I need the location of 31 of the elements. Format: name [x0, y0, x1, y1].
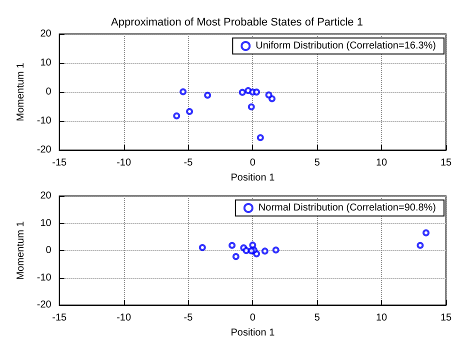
x-tick-label: -15 [52, 312, 68, 324]
x-tick-label: -5 [184, 158, 194, 169]
x-axis-title: Position 1 [230, 328, 276, 338]
y-tick-label: 20 [40, 28, 52, 40]
x-tick-label: -10 [116, 158, 132, 169]
legend-label: Uniform Distribution (Correlation=16.3%) [256, 40, 436, 52]
y-tick-label: 10 [40, 58, 52, 69]
x-tick-label: 5 [314, 158, 320, 169]
chart-title: Approximation of Most Probable States of Particle 1 [111, 16, 363, 28]
legend-label: Normal Distribution (Correlation=90.8%) [258, 202, 436, 214]
y-tick-label: -20 [36, 300, 52, 311]
y-tick-label: -10 [36, 116, 52, 127]
y-tick-label: 20 [40, 190, 52, 202]
x-axis-title: Position 1 [230, 172, 276, 184]
y-tick-label: 10 [40, 218, 52, 229]
x-tick-label: -5 [184, 312, 194, 324]
x-tick-label: -10 [116, 312, 132, 324]
x-tick-label: 10 [376, 312, 388, 324]
x-tick-label: 15 [440, 312, 452, 324]
x-tick-label: 5 [314, 312, 320, 324]
y-axis-title: Momentum 1 [16, 220, 26, 280]
y-axis-title: Momentum 1 [16, 62, 26, 122]
x-tick-label: 0 [250, 158, 256, 169]
x-tick-label: -15 [52, 158, 68, 169]
y-tick-label: -20 [36, 144, 52, 156]
y-tick-label: 0 [46, 86, 52, 98]
x-tick-label: 0 [250, 312, 256, 324]
y-tick-label: 0 [46, 245, 52, 256]
x-tick-label: 10 [376, 158, 388, 169]
y-tick-label: -10 [36, 272, 52, 284]
x-tick-label: 15 [440, 158, 452, 169]
